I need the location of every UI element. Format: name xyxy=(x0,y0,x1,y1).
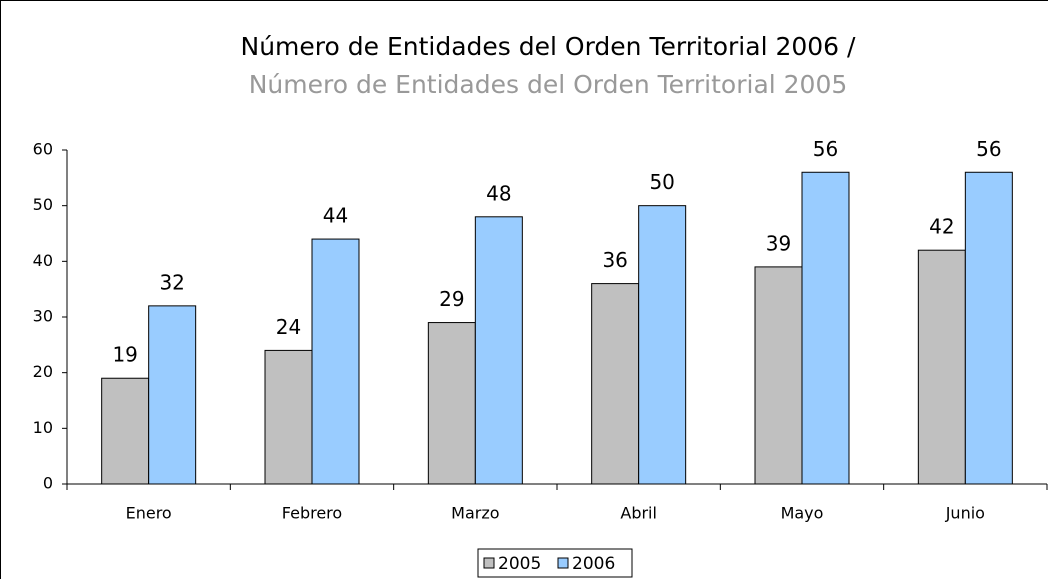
bar xyxy=(754,266,803,485)
bar xyxy=(101,377,150,485)
legend-label: 2005 xyxy=(498,554,541,574)
value-label: 24 xyxy=(276,315,301,339)
bar xyxy=(474,216,523,485)
y-tick-label: 10 xyxy=(33,418,53,437)
bar xyxy=(964,171,1013,485)
value-label: 48 xyxy=(486,181,511,205)
y-tick-label: 30 xyxy=(33,307,53,326)
x-tick-label: Abril xyxy=(620,504,657,523)
y-tick-label: 40 xyxy=(33,251,53,270)
value-label: 19 xyxy=(112,343,137,367)
bar xyxy=(427,322,476,485)
value-label: 42 xyxy=(929,215,954,239)
legend-label: 2006 xyxy=(572,554,615,574)
bar xyxy=(917,249,966,485)
bar xyxy=(591,283,640,485)
legend-swatch xyxy=(557,557,569,569)
y-tick-label: 50 xyxy=(33,195,53,214)
bar xyxy=(148,305,197,485)
chart-title: Número de Entidades del Orden Territoria… xyxy=(241,32,857,61)
value-label: 29 xyxy=(439,287,464,311)
value-label: 36 xyxy=(602,248,627,272)
x-tick-label: Mayo xyxy=(781,504,824,523)
value-label: 56 xyxy=(976,137,1001,161)
y-tick-label: 20 xyxy=(33,362,53,381)
value-label: 32 xyxy=(159,270,184,294)
x-tick-label: Junio xyxy=(945,504,985,523)
legend-swatch xyxy=(483,557,495,569)
bar xyxy=(638,205,687,485)
bar xyxy=(801,171,850,485)
value-label: 50 xyxy=(649,170,674,194)
x-tick-label: Febrero xyxy=(282,504,342,523)
value-label: 39 xyxy=(766,231,791,255)
value-label: 56 xyxy=(813,137,838,161)
y-tick-label: 0 xyxy=(43,474,53,493)
chart-subtitle: Número de Entidades del Orden Territoria… xyxy=(249,70,848,99)
y-tick-label: 60 xyxy=(33,140,53,159)
x-tick-label: Enero xyxy=(126,504,172,523)
x-tick-label: Marzo xyxy=(451,504,499,523)
value-label: 44 xyxy=(323,204,348,228)
legend-frame xyxy=(477,548,633,578)
bar xyxy=(264,349,313,485)
bar xyxy=(311,238,360,485)
